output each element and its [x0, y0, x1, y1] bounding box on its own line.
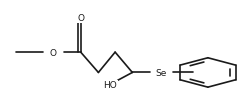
Text: HO: HO [103, 81, 117, 90]
Text: O: O [77, 14, 84, 23]
Text: Se: Se [156, 68, 167, 77]
Text: O: O [50, 48, 57, 57]
